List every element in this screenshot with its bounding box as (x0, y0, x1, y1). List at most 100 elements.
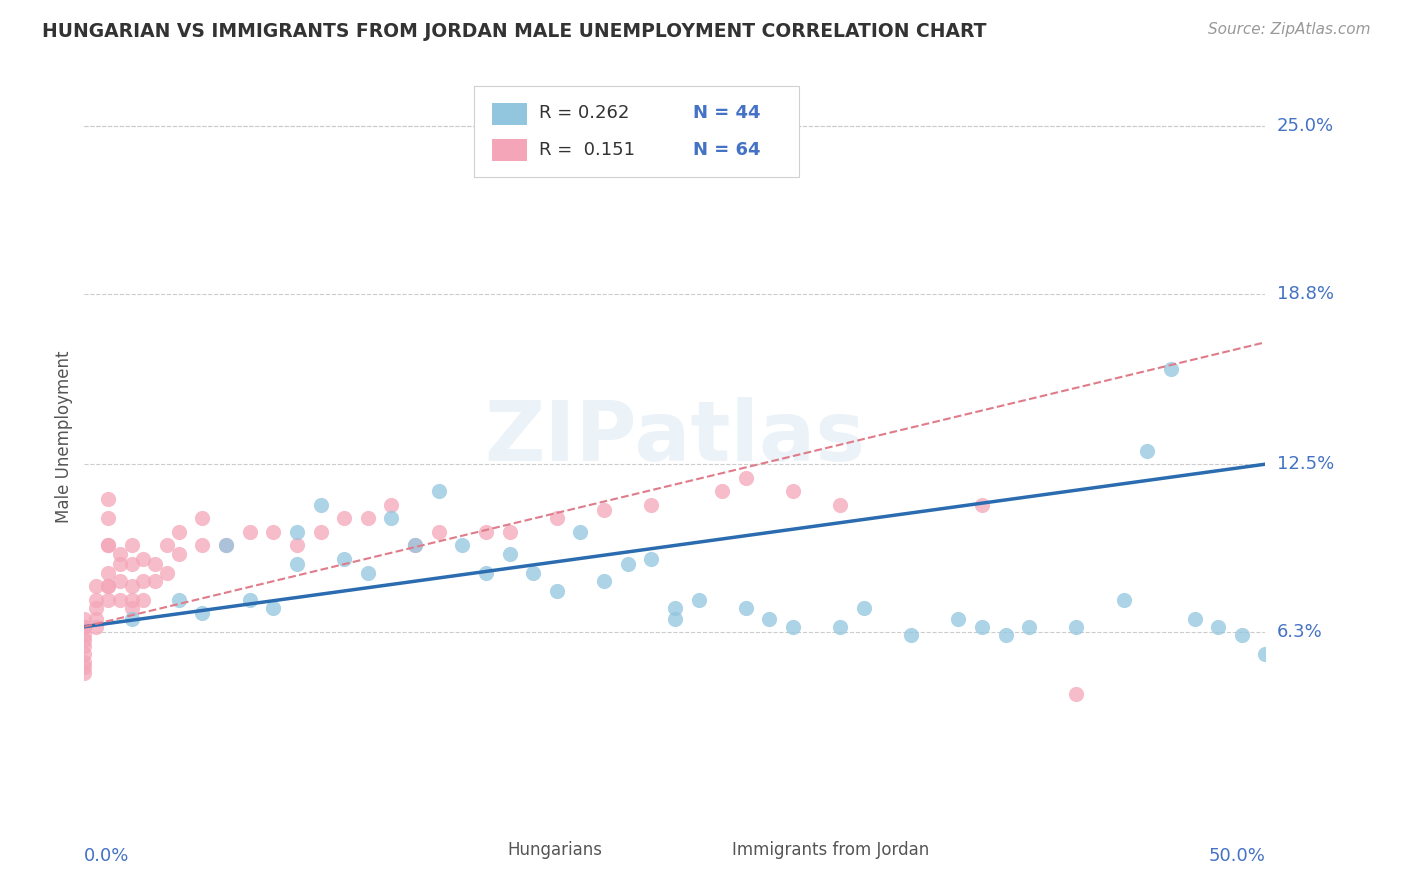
Point (711, 484, 734, 499)
Point (475, 524, 498, 539)
Point (84, 611, 107, 625)
Point (1066, 620, 1088, 634)
FancyBboxPatch shape (492, 103, 527, 125)
Point (156, 538, 179, 552)
Point (1160, 362, 1182, 376)
Point (688, 592, 710, 607)
Point (734, 600, 756, 615)
Point (97, 538, 120, 552)
Point (121, 558, 143, 572)
Point (1136, 443, 1159, 458)
Point (239, 524, 262, 539)
Point (333, 511, 356, 525)
Point (309, 498, 332, 512)
Point (546, 584, 568, 599)
Point (948, 611, 970, 625)
Point (970, 498, 993, 512)
Point (262, 600, 284, 615)
Point (1230, 628, 1253, 642)
Point (191, 511, 214, 525)
FancyBboxPatch shape (492, 139, 527, 161)
Point (97, 592, 120, 607)
Point (73, 665, 96, 680)
Point (132, 592, 155, 607)
Point (357, 566, 380, 580)
Point (132, 574, 155, 588)
Point (782, 620, 804, 634)
Point (522, 566, 544, 580)
Point (167, 592, 190, 607)
Point (73, 620, 96, 634)
Point (73, 628, 96, 642)
Point (97, 492, 120, 507)
Point (593, 503, 616, 517)
Text: N = 44: N = 44 (693, 104, 761, 122)
Point (1206, 620, 1229, 634)
Point (285, 538, 308, 552)
Point (215, 538, 238, 552)
Point (830, 498, 852, 512)
Point (121, 611, 143, 625)
Text: 12.5%: 12.5% (1277, 455, 1334, 473)
Point (121, 600, 143, 615)
Point (1184, 611, 1206, 625)
Point (475, 566, 498, 580)
Point (357, 511, 380, 525)
Text: Immigrants from Jordan: Immigrants from Jordan (731, 841, 929, 859)
FancyBboxPatch shape (699, 841, 724, 858)
Point (121, 592, 143, 607)
Point (167, 524, 190, 539)
Point (404, 538, 426, 552)
Point (664, 600, 686, 615)
Point (616, 558, 638, 572)
Point (97, 566, 120, 580)
Point (84, 592, 107, 607)
Point (84, 600, 107, 615)
Point (380, 511, 402, 525)
Text: Hungarians: Hungarians (508, 841, 602, 859)
Point (994, 628, 1017, 642)
Point (108, 547, 131, 561)
Point (156, 566, 179, 580)
Point (97, 579, 120, 593)
Point (1066, 688, 1088, 702)
Point (239, 592, 262, 607)
Point (830, 620, 852, 634)
Point (73, 655, 96, 669)
Text: HUNGARIAN VS IMMIGRANTS FROM JORDAN MALE UNEMPLOYMENT CORRELATION CHART: HUNGARIAN VS IMMIGRANTS FROM JORDAN MALE… (42, 22, 987, 41)
Point (285, 524, 308, 539)
Point (73, 639, 96, 653)
Y-axis label: Male Unemployment: Male Unemployment (55, 351, 73, 524)
Point (593, 574, 616, 588)
Point (143, 558, 166, 572)
Point (900, 628, 922, 642)
Point (84, 620, 107, 634)
Point (640, 552, 662, 566)
FancyBboxPatch shape (474, 841, 501, 858)
Point (404, 538, 426, 552)
Point (569, 524, 592, 539)
Point (451, 538, 474, 552)
Point (97, 538, 120, 552)
Point (380, 498, 402, 512)
Point (333, 552, 356, 566)
Point (167, 547, 190, 561)
Text: Source: ZipAtlas.com: Source: ZipAtlas.com (1208, 22, 1371, 37)
Point (73, 647, 96, 661)
Point (427, 524, 450, 539)
Point (852, 600, 875, 615)
Point (97, 579, 120, 593)
Point (309, 524, 332, 539)
Point (546, 511, 568, 525)
Point (191, 538, 214, 552)
Text: N = 64: N = 64 (693, 141, 761, 159)
Point (640, 498, 662, 512)
Point (132, 552, 155, 566)
Point (73, 620, 96, 634)
Point (1018, 620, 1040, 634)
Point (970, 620, 993, 634)
Point (108, 558, 131, 572)
Text: R = 0.262: R = 0.262 (538, 104, 630, 122)
Text: 6.3%: 6.3% (1277, 624, 1322, 641)
Point (191, 606, 214, 620)
